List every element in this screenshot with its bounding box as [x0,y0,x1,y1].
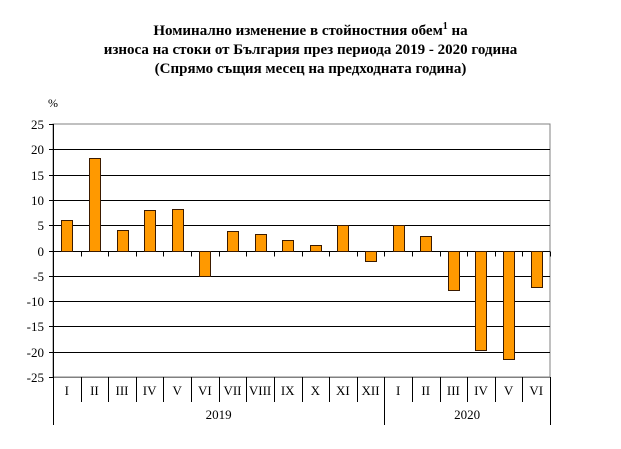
bar [531,251,543,288]
bar [282,240,294,252]
y-tick-label: -10 [27,294,44,309]
y-tick-label: -5 [33,269,44,284]
y-tick-label: -15 [27,319,44,334]
y-tick-label: 25 [31,117,44,132]
x-category-label: V [504,383,514,398]
bar [199,251,211,277]
x-category-label: III [447,383,460,398]
x-category-label: VIII [249,383,271,398]
bar [310,245,322,252]
footnote-marker: 1 [442,21,448,32]
y-tick-label: -20 [27,345,44,360]
bar [365,251,377,262]
bar [337,225,349,252]
y-tick-label: 10 [31,193,44,208]
x-group-label-2019: 2019 [206,407,232,422]
x-category-label: X [311,383,321,398]
chart-title: Номинално изменение в стойностния обем1 … [0,22,621,79]
x-category-label: V [173,383,183,398]
y-tick-label: 15 [31,168,44,183]
chart-title-line-2: износа на стоки от България през периода… [103,42,518,58]
x-category-label: III [116,383,129,398]
bar [117,230,129,252]
chart-title-line-1: Номинално изменение в стойностния обем1 … [153,21,468,40]
x-category-label: XI [336,383,350,398]
bar [475,251,487,351]
bar [227,231,239,252]
bar [393,225,405,252]
x-category-label: IX [281,383,295,398]
bar [420,236,432,252]
bar [144,210,156,252]
x-category-label: II [90,383,99,398]
bar [172,209,184,252]
x-category-label: VI [198,383,212,398]
x-category-label: XII [362,383,380,398]
bar [255,234,267,252]
bar [61,220,73,252]
x-category-label: IV [143,383,157,398]
x-category-label: IV [474,383,488,398]
y-tick-label: -25 [27,370,44,385]
y-tick-label: 5 [38,218,45,233]
bar [448,251,460,291]
y-tick-label: 20 [31,142,44,157]
x-category-label: I [65,383,69,398]
x-category-label: VI [529,383,543,398]
chart-subtitle: (Спрямо същия месец на предходната годин… [154,61,467,77]
x-category-label: II [421,383,430,398]
bar [503,251,515,360]
y-axis-unit-label: % [48,96,58,110]
y-tick-label: 0 [38,244,45,259]
x-group-label-2020: 2020 [454,407,480,422]
bar [89,158,101,252]
x-category-label: I [396,383,400,398]
x-category-label: VII [223,383,241,398]
